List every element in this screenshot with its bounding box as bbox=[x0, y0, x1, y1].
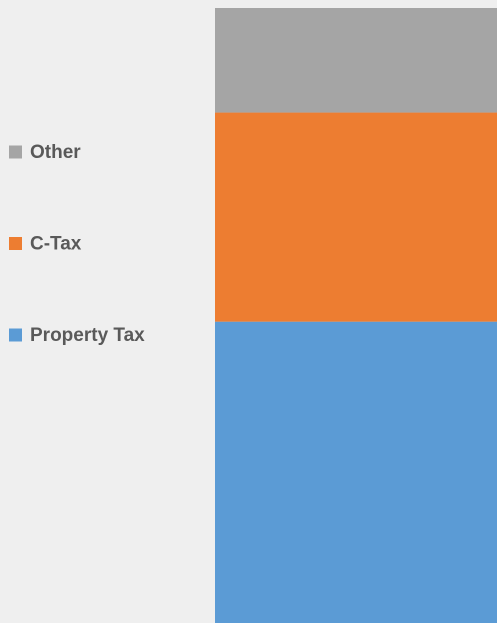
legend-swatch bbox=[9, 237, 22, 250]
legend-swatch bbox=[9, 145, 22, 159]
bar-segment bbox=[215, 8, 497, 113]
bar-segment bbox=[215, 321, 497, 623]
legend-swatch bbox=[9, 328, 22, 342]
legend-label: C-Tax bbox=[30, 234, 82, 255]
legend-label: Property Tax bbox=[30, 325, 145, 346]
legend-label: Other bbox=[30, 142, 81, 163]
bar-segment bbox=[215, 112, 497, 322]
